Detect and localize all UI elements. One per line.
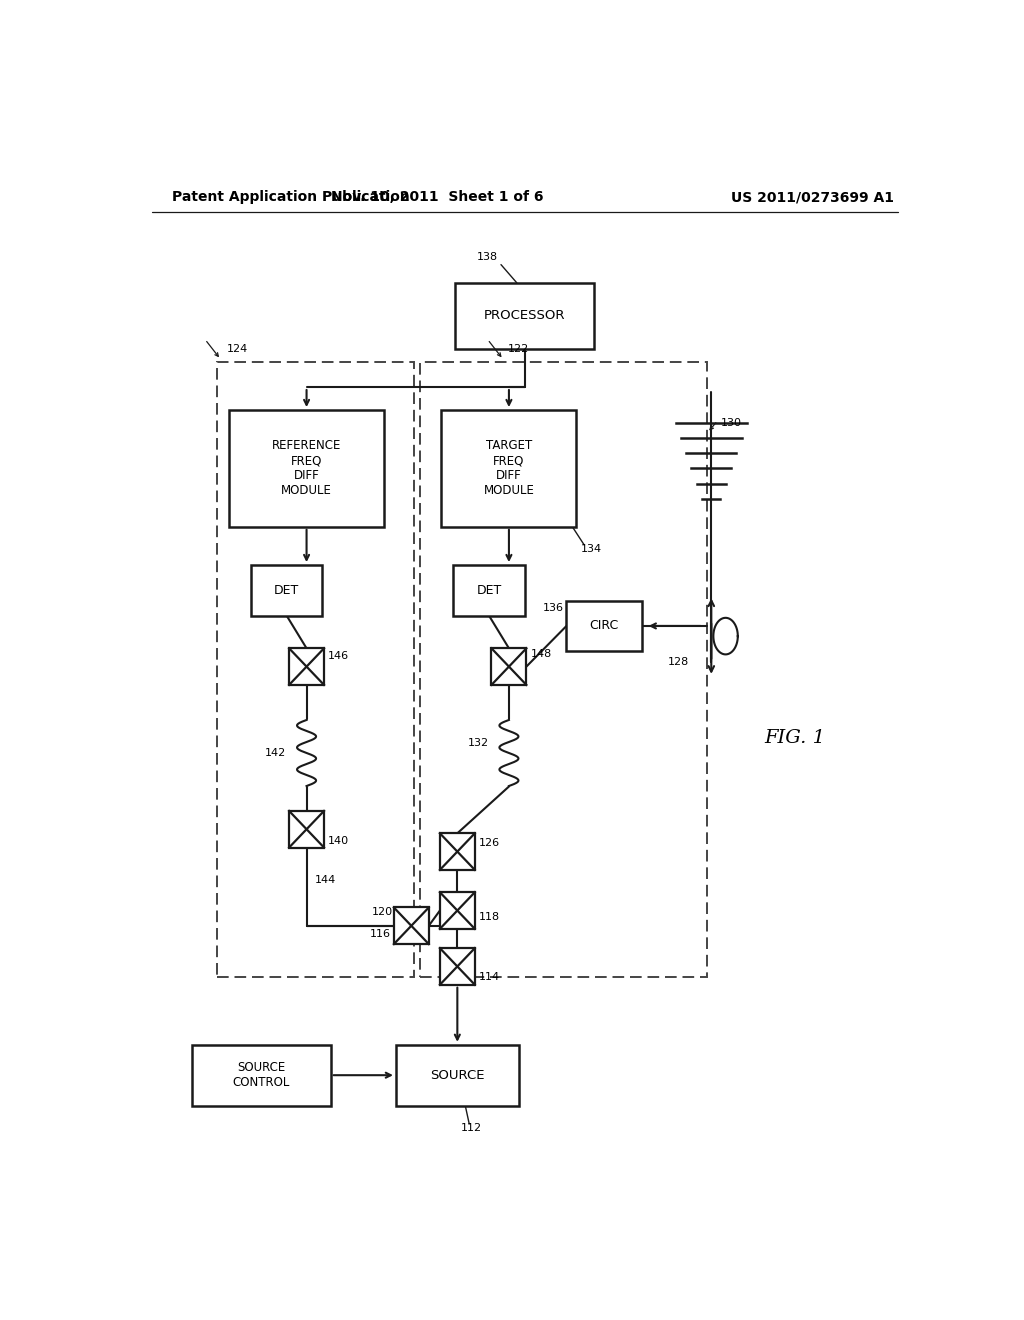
Text: Nov. 10, 2011  Sheet 1 of 6: Nov. 10, 2011 Sheet 1 of 6 (331, 190, 544, 205)
Text: DET: DET (476, 583, 502, 597)
Bar (289, 648, 324, 685)
Text: 142: 142 (265, 748, 287, 758)
Text: TARGET
FREQ
DIFF
MODULE: TARGET FREQ DIFF MODULE (483, 440, 535, 498)
Bar (440, 892, 475, 929)
Text: 120: 120 (372, 907, 392, 916)
Bar (440, 948, 475, 985)
Bar (566, 601, 642, 651)
Text: SOURCE: SOURCE (430, 1069, 484, 1081)
Text: Patent Application Publication: Patent Application Publication (172, 190, 410, 205)
Bar (441, 411, 577, 527)
Text: 138: 138 (477, 252, 499, 263)
Bar (456, 282, 594, 348)
Bar (289, 810, 324, 847)
Text: 140: 140 (328, 837, 349, 846)
Bar (229, 411, 384, 527)
Bar (440, 948, 475, 985)
Bar (440, 833, 475, 870)
Text: REFERENCE
FREQ
DIFF
MODULE: REFERENCE FREQ DIFF MODULE (272, 440, 341, 498)
Text: 144: 144 (314, 875, 336, 884)
Text: 132: 132 (468, 738, 488, 748)
Bar (251, 565, 323, 616)
Bar (217, 362, 414, 977)
Text: 124: 124 (226, 345, 248, 355)
Bar (394, 907, 429, 944)
Bar (191, 1044, 331, 1106)
Bar (289, 648, 324, 685)
Bar (440, 892, 475, 929)
Text: 122: 122 (507, 345, 528, 355)
Text: 118: 118 (479, 912, 500, 921)
Bar (440, 833, 475, 870)
Text: 126: 126 (479, 838, 500, 849)
Text: FIG. 1: FIG. 1 (764, 729, 825, 747)
Bar (492, 648, 526, 685)
Bar (454, 565, 524, 616)
Text: SOURCE
CONTROL: SOURCE CONTROL (232, 1061, 290, 1089)
Bar (396, 1044, 519, 1106)
Bar (492, 648, 526, 685)
Text: 128: 128 (668, 656, 689, 667)
Bar (420, 362, 708, 977)
Text: 146: 146 (328, 652, 349, 661)
Text: CIRC: CIRC (590, 619, 618, 632)
Text: 134: 134 (581, 544, 601, 554)
Text: DET: DET (274, 583, 299, 597)
Text: PROCESSOR: PROCESSOR (484, 309, 565, 322)
Text: 112: 112 (461, 1123, 482, 1133)
Text: 116: 116 (370, 929, 391, 939)
Bar (289, 810, 324, 847)
Text: 114: 114 (479, 972, 500, 982)
Text: 148: 148 (530, 649, 552, 660)
Text: 136: 136 (543, 603, 563, 612)
Bar (394, 907, 429, 944)
Text: 130: 130 (721, 417, 741, 428)
Text: US 2011/0273699 A1: US 2011/0273699 A1 (731, 190, 894, 205)
